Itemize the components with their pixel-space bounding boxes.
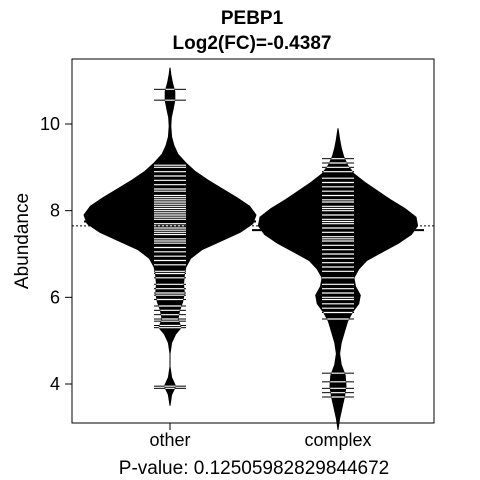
y-axis: 4 6 8 10 (40, 114, 72, 394)
y-tick-label: 8 (50, 201, 60, 221)
bean-other (83, 67, 257, 406)
y-tick-label: 6 (50, 287, 60, 307)
x-tick-label: other (149, 430, 190, 450)
x-axis: other complex (149, 423, 372, 450)
plot-frame (71, 58, 435, 424)
chart-title: PEBP1 (221, 8, 284, 29)
y-axis-label: Abundance (12, 193, 33, 289)
y-tick-label: 4 (50, 374, 60, 394)
chart-subtitle: Log2(FC)=-0.4387 (173, 33, 332, 54)
x-axis-label: P-value: 0.12505982829844672 (119, 458, 389, 479)
bean-layer (83, 67, 424, 430)
y-tick-label: 10 (40, 114, 60, 134)
x-tick-label: complex (304, 430, 371, 450)
bean-complex (257, 128, 419, 430)
